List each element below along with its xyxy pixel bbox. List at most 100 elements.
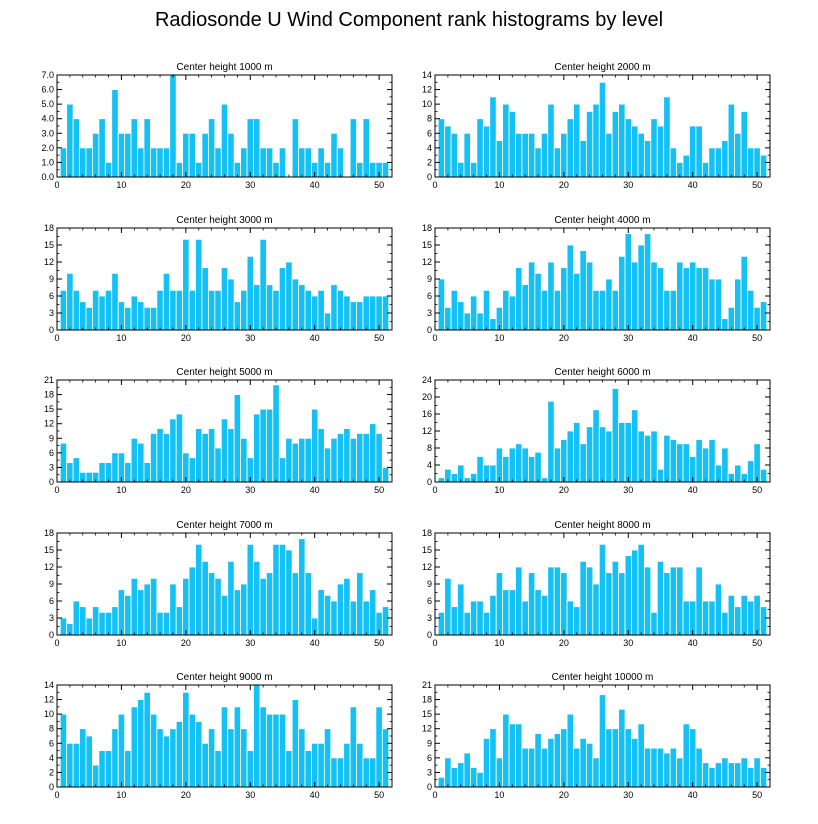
bar xyxy=(111,728,119,788)
bar xyxy=(611,388,619,483)
bar xyxy=(579,250,587,331)
y-tick-label: 18 xyxy=(422,695,432,705)
bar xyxy=(450,606,458,636)
x-tick-label: 50 xyxy=(374,333,384,343)
bar xyxy=(476,312,484,331)
bar xyxy=(66,742,74,788)
panel-title: Center height 1000 m xyxy=(176,62,272,73)
bar xyxy=(195,721,203,788)
bar xyxy=(528,132,536,178)
bar xyxy=(381,606,390,636)
bar xyxy=(317,589,325,636)
bar xyxy=(689,600,697,636)
bar xyxy=(566,713,574,788)
bar xyxy=(362,433,370,483)
bar xyxy=(317,147,325,178)
y-tick-label: 18 xyxy=(422,528,432,538)
bar xyxy=(637,430,645,483)
bar xyxy=(104,462,113,483)
y-tick-label: 4 xyxy=(427,143,432,153)
bar xyxy=(605,430,613,483)
bar xyxy=(150,433,158,483)
y-tick-label: 16 xyxy=(422,409,432,419)
bar xyxy=(740,594,748,636)
bar xyxy=(585,111,594,178)
bar xyxy=(450,767,458,788)
bar xyxy=(489,594,497,636)
bar xyxy=(727,103,735,178)
x-tick-label: 20 xyxy=(559,790,569,800)
bar xyxy=(476,456,484,483)
bar xyxy=(682,600,690,636)
bar xyxy=(521,600,529,636)
bar xyxy=(676,757,684,788)
y-tick-label: 0 xyxy=(49,630,54,640)
bar xyxy=(695,125,703,178)
bar xyxy=(624,555,632,636)
bar xyxy=(85,147,93,178)
x-tick-label: 50 xyxy=(374,638,384,648)
bar xyxy=(104,289,113,331)
bar xyxy=(66,272,74,331)
bar xyxy=(227,728,235,788)
bar xyxy=(611,560,619,636)
bar xyxy=(476,772,484,788)
bar xyxy=(437,611,446,636)
bar xyxy=(611,728,619,788)
y-tick-label: 2 xyxy=(427,157,432,167)
bar xyxy=(311,408,319,483)
bar xyxy=(304,437,312,483)
bar xyxy=(182,238,190,331)
bar xyxy=(169,583,177,636)
bar xyxy=(598,81,607,178)
bar xyxy=(124,306,132,331)
bar xyxy=(291,442,299,483)
bar xyxy=(656,125,665,178)
bar xyxy=(508,723,516,788)
bar xyxy=(162,147,171,178)
y-tick-label: 12 xyxy=(44,562,54,572)
x-tick-label: 40 xyxy=(310,638,320,648)
bar xyxy=(463,752,471,788)
bar xyxy=(747,767,755,788)
bar xyxy=(59,617,68,636)
x-tick-label: 10 xyxy=(116,638,126,648)
bar xyxy=(482,464,491,483)
bar xyxy=(150,306,158,331)
bar xyxy=(650,261,658,331)
bar xyxy=(689,261,697,331)
bar xyxy=(476,600,484,636)
bar xyxy=(207,572,216,636)
bar xyxy=(650,611,658,636)
x-tick-label: 30 xyxy=(245,333,255,343)
y-tick-label: 1.0 xyxy=(41,157,54,167)
bar xyxy=(188,566,196,636)
bar xyxy=(676,443,684,483)
bar xyxy=(592,103,600,178)
bar xyxy=(253,118,261,178)
bar xyxy=(547,400,555,483)
panel-title: Center height 5000 m xyxy=(176,367,272,378)
bar xyxy=(278,267,287,331)
panel-title: Center height 7000 m xyxy=(176,520,272,531)
bar xyxy=(162,272,171,331)
bar xyxy=(502,713,510,788)
bar xyxy=(482,125,491,178)
bar xyxy=(227,278,235,331)
y-tick-label: 9 xyxy=(427,274,432,284)
bar xyxy=(540,132,549,178)
bar xyxy=(682,267,690,331)
panel-title: Center height 8000 m xyxy=(554,520,650,531)
bar xyxy=(444,577,452,636)
bar xyxy=(356,572,364,636)
bar xyxy=(336,289,345,331)
bar xyxy=(220,267,229,331)
bar xyxy=(560,572,568,636)
bar xyxy=(643,747,652,788)
x-tick-label: 50 xyxy=(374,790,384,800)
bar xyxy=(495,447,504,483)
x-tick-label: 10 xyxy=(494,180,504,190)
bar xyxy=(298,437,306,483)
bar xyxy=(214,577,222,636)
x-tick-label: 50 xyxy=(752,790,762,800)
